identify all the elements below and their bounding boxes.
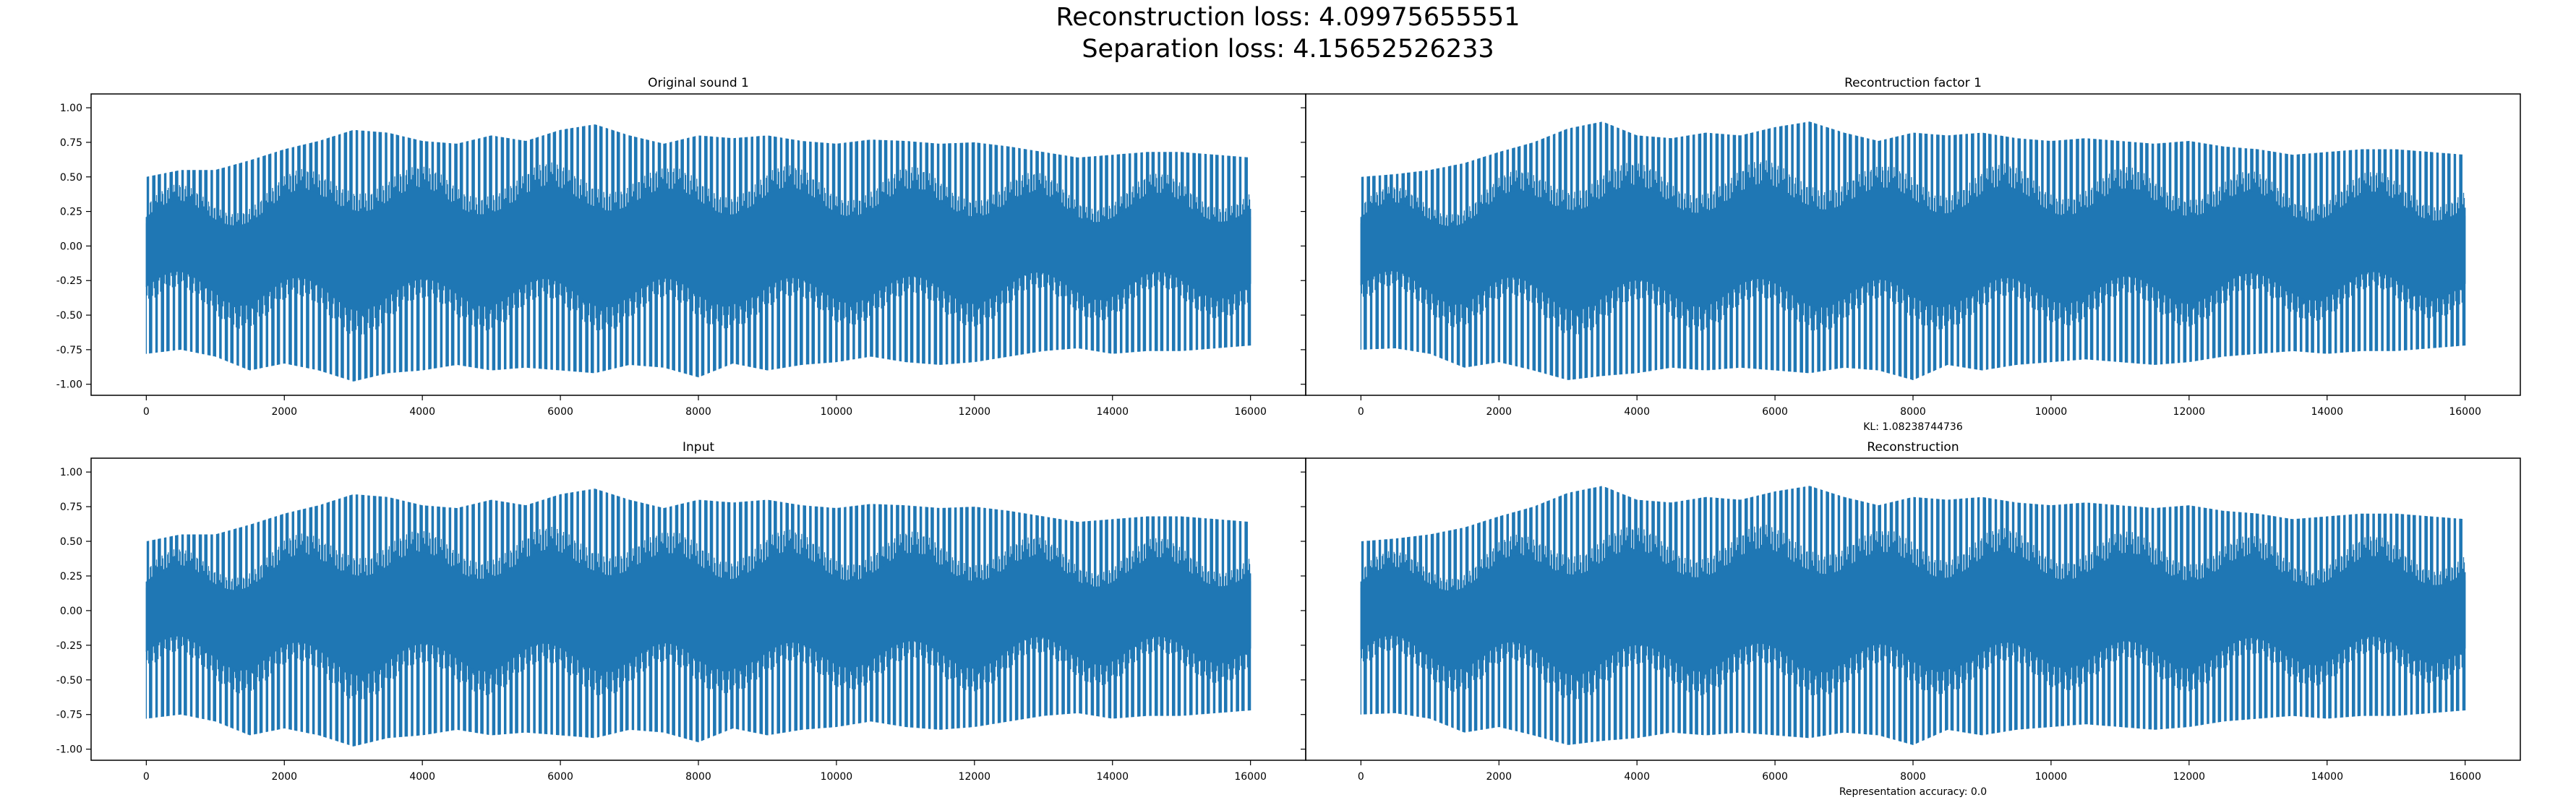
x-tick-label: 14000 bbox=[2311, 771, 2343, 783]
x-tick-label: 12000 bbox=[2173, 406, 2206, 418]
x-tick-label: 14000 bbox=[2311, 406, 2343, 418]
x-tick-label: 2000 bbox=[1486, 771, 1512, 783]
x-tick-label: 6000 bbox=[1762, 406, 1788, 418]
subplot-xlabel: KL: 1.08238744736 bbox=[1863, 421, 1963, 433]
y-tick-label: -1.00 bbox=[56, 379, 82, 391]
y-tick-label: 0.50 bbox=[60, 536, 82, 548]
x-tick-label: 10000 bbox=[821, 406, 853, 418]
subplot-3: 0 2000 4000 6000 8000 10000 12000 14000 16000 -1.… bbox=[56, 440, 1306, 783]
y-tick-label: 0.00 bbox=[60, 606, 82, 617]
subplot-title: Input bbox=[682, 440, 714, 455]
figure-title: Reconstruction loss: 4.09975655551 Separ… bbox=[0, 1, 2576, 65]
y-tick-label: 0.25 bbox=[60, 207, 82, 218]
y-tick-label: -0.50 bbox=[56, 675, 82, 687]
x-tick-label: 16000 bbox=[2449, 406, 2481, 418]
x-tick-label: 14000 bbox=[1096, 771, 1129, 783]
y-tick-label: -0.75 bbox=[56, 345, 82, 356]
subplot-title: Recontruction factor 1 bbox=[1844, 76, 1982, 90]
y-tick-label: 1.00 bbox=[60, 467, 82, 478]
y-tick-label: -0.75 bbox=[56, 710, 82, 721]
waveform-core bbox=[145, 549, 1251, 676]
x-tick-label: 10000 bbox=[2035, 406, 2068, 418]
x-tick-label: 4000 bbox=[1624, 406, 1650, 418]
x-tick-label: 16000 bbox=[1234, 406, 1267, 418]
y-tick-label: 0.75 bbox=[60, 137, 82, 149]
y-tick-label: -0.50 bbox=[56, 310, 82, 322]
x-tick-label: 12000 bbox=[2173, 771, 2206, 783]
x-tick-label: 8000 bbox=[1900, 771, 1926, 783]
x-tick-label: 6000 bbox=[547, 771, 573, 783]
x-tick-label: 0 bbox=[143, 771, 150, 783]
x-tick-label: 8000 bbox=[685, 406, 711, 418]
y-tick-label: 0.75 bbox=[60, 502, 82, 513]
x-tick-label: 16000 bbox=[1234, 771, 1267, 783]
x-tick-label: 4000 bbox=[409, 771, 435, 783]
y-tick-label: -0.25 bbox=[56, 275, 82, 287]
x-tick-label: 14000 bbox=[1096, 406, 1129, 418]
x-tick-label: 0 bbox=[1358, 406, 1364, 418]
x-tick-label: 4000 bbox=[1624, 771, 1650, 783]
waveform-core bbox=[1360, 548, 2466, 676]
y-tick-label: 0.50 bbox=[60, 172, 82, 184]
x-tick-label: 2000 bbox=[271, 771, 297, 783]
x-tick-label: 8000 bbox=[1900, 406, 1926, 418]
y-tick-label: -1.00 bbox=[56, 744, 82, 756]
x-tick-label: 0 bbox=[1358, 771, 1364, 783]
y-tick-label: 0.25 bbox=[60, 571, 82, 582]
y-tick-label: 1.00 bbox=[60, 103, 82, 114]
subplot-title: Reconstruction bbox=[1867, 440, 1959, 455]
separation-loss-title: Separation loss: 4.15652526233 bbox=[1082, 35, 1494, 64]
subplot-xlabel: Representation accuracy: 0.0 bbox=[1839, 786, 1987, 798]
x-tick-label: 2000 bbox=[1486, 406, 1512, 418]
subplot-title: Original sound 1 bbox=[648, 76, 749, 90]
x-tick-label: 0 bbox=[143, 406, 150, 418]
y-tick-label: -0.25 bbox=[56, 640, 82, 652]
reconstruction-loss-title: Reconstruction loss: 4.09975655551 bbox=[1056, 3, 1520, 32]
x-tick-label: 6000 bbox=[1762, 771, 1788, 783]
x-tick-label: 2000 bbox=[271, 406, 297, 418]
waveform-core bbox=[1360, 184, 2466, 311]
x-tick-label: 6000 bbox=[547, 406, 573, 418]
subplot-4: 0 2000 4000 6000 8000 10000 12000 14000 16000 Rec… bbox=[1301, 440, 2521, 798]
waveform-core bbox=[145, 185, 1251, 311]
x-tick-label: 10000 bbox=[2035, 771, 2068, 783]
x-tick-label: 8000 bbox=[685, 771, 711, 783]
subplot-1: 0 2000 4000 6000 8000 10000 12000 14000 16000 -1.… bbox=[56, 76, 1306, 418]
x-tick-label: 12000 bbox=[959, 406, 991, 418]
x-tick-label: 16000 bbox=[2449, 771, 2481, 783]
x-tick-label: 4000 bbox=[409, 406, 435, 418]
x-tick-label: 10000 bbox=[821, 771, 853, 783]
x-tick-label: 12000 bbox=[959, 771, 991, 783]
subplot-2: 0 2000 4000 6000 8000 10000 12000 14000 16000 Rec… bbox=[1301, 76, 2521, 433]
y-tick-label: 0.00 bbox=[60, 241, 82, 252]
